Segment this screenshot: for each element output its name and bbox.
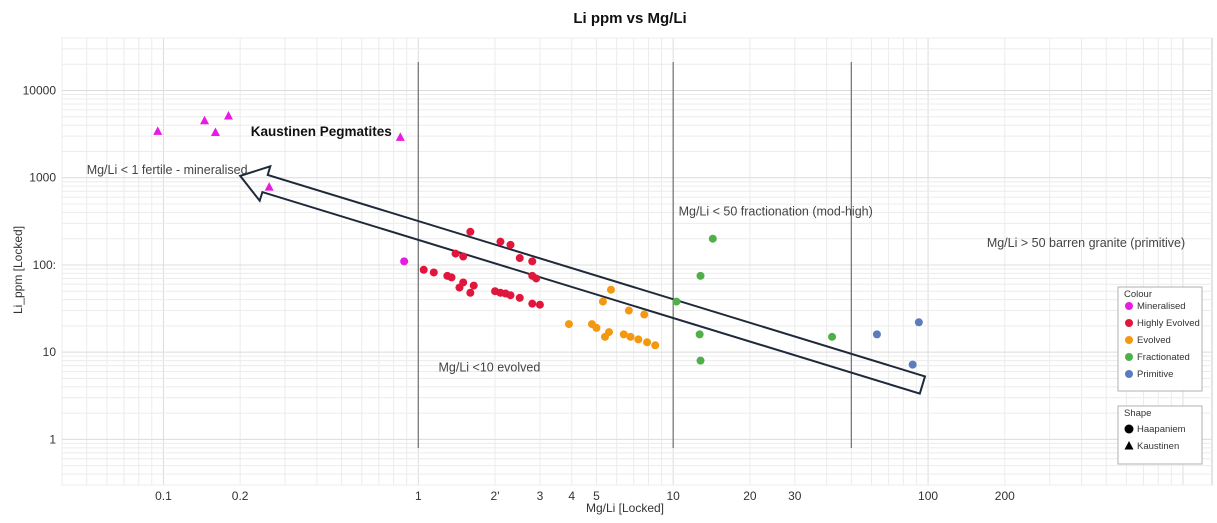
x-tick-label: 30 xyxy=(788,489,802,503)
x-tick-label: 3 xyxy=(537,489,544,503)
y-tick-label: 10000 xyxy=(23,84,57,98)
data-point-circle xyxy=(624,306,633,315)
annotation-label: Mg/Li <10 evolved xyxy=(438,361,540,375)
data-point-circle xyxy=(400,257,409,266)
y-axis-label: Li_ppm [Locked] xyxy=(11,226,25,314)
legend-item-label: Haapaniem xyxy=(1137,424,1186,435)
legend-colour-title: Colour xyxy=(1124,289,1152,300)
data-point-circle xyxy=(466,227,475,236)
data-point-circle xyxy=(606,285,615,294)
data-point-triangle xyxy=(223,111,233,120)
x-tick-label: 1 xyxy=(415,489,422,503)
legend-shape-triangle xyxy=(1124,441,1134,450)
data-points xyxy=(153,111,923,369)
legend-item-label: Fractionated xyxy=(1137,352,1190,363)
data-point-circle xyxy=(506,240,515,249)
data-point-circle xyxy=(619,330,628,339)
data-point-circle xyxy=(419,265,428,274)
x-tick-label: 0.2 xyxy=(232,489,249,503)
data-point-circle xyxy=(643,338,652,347)
data-point-circle xyxy=(592,323,601,332)
data-point-circle xyxy=(515,254,524,263)
legend-swatch xyxy=(1125,370,1133,378)
data-point-circle xyxy=(626,332,635,341)
annotation-label: Kaustinen Pegmatites xyxy=(251,124,392,139)
data-point-circle xyxy=(506,291,515,300)
data-point-circle xyxy=(451,249,460,258)
data-point-circle xyxy=(600,332,609,341)
chart-title: Li ppm vs Mg/Li xyxy=(573,10,686,27)
data-point-triangle xyxy=(264,182,274,191)
plot-background xyxy=(61,37,1213,486)
legend-item-label: Kaustinen xyxy=(1137,441,1179,452)
data-point-triangle xyxy=(153,126,163,135)
data-point-circle xyxy=(695,330,704,339)
y-tick-label: 100: xyxy=(33,258,56,272)
data-point-circle xyxy=(634,335,643,344)
x-tick-label: 5 xyxy=(593,489,600,503)
legend-shape-circle xyxy=(1124,424,1134,434)
data-point-circle xyxy=(672,297,681,306)
x-tick-label: 10 xyxy=(667,489,681,503)
legend-swatch xyxy=(1125,319,1133,327)
x-tick-label: 20 xyxy=(743,489,757,503)
legend-item-label: Highly Evolved xyxy=(1137,318,1200,329)
legend-item-label: Evolved xyxy=(1137,335,1171,346)
x-tick-label: 100 xyxy=(918,489,938,503)
data-point-circle xyxy=(914,318,923,327)
data-point-circle xyxy=(466,288,475,297)
data-point-circle xyxy=(696,271,705,280)
y-tick-label: 1 xyxy=(49,432,56,446)
data-point-circle xyxy=(528,299,537,308)
annotation-label: Mg/Li < 50 fractionation (mod-high) xyxy=(679,204,873,218)
data-point-circle xyxy=(651,341,660,350)
y-tick-label: 10 xyxy=(43,345,57,359)
data-point-triangle xyxy=(200,115,210,125)
data-point-circle xyxy=(447,273,456,282)
legend-swatch xyxy=(1125,353,1133,361)
x-tick-label: 0.1 xyxy=(155,489,172,503)
plot-area: 0.1 0.2 1 2' 3 4 5 10 20 30 100 200 1 10 100: 1000 10000… xyxy=(23,37,1213,503)
y-tick-label: 1000 xyxy=(29,171,56,185)
legend-swatch xyxy=(1125,302,1133,310)
data-point-circle xyxy=(598,297,607,306)
annotation-label: Mg/Li > 50 barren granite (primitive) xyxy=(987,236,1185,250)
x-tick-label: 200 xyxy=(995,489,1015,503)
data-point-circle xyxy=(564,320,573,329)
data-point-circle xyxy=(532,274,541,283)
legend-shape-title: Shape xyxy=(1124,408,1151,419)
legend-item-label: Mineralised xyxy=(1137,301,1186,312)
data-point-triangle xyxy=(210,127,220,137)
data-point-circle xyxy=(515,293,524,302)
data-point-circle xyxy=(696,356,705,365)
x-tick-label: 2' xyxy=(491,489,500,503)
data-point-circle xyxy=(469,281,478,290)
trend-arrow xyxy=(238,164,927,395)
data-point-circle xyxy=(872,330,881,339)
legend-shape-box xyxy=(1117,405,1203,465)
legend-item-label: Primitive xyxy=(1137,369,1173,380)
data-point-circle xyxy=(496,237,505,246)
annotation-label: Mg/Li < 1 fertile - mineralised xyxy=(87,163,248,177)
data-point-circle xyxy=(459,252,468,261)
data-point-circle xyxy=(708,234,717,243)
data-point-circle xyxy=(455,283,464,292)
data-point-circle xyxy=(640,310,649,319)
data-point-circle xyxy=(528,257,537,266)
x-tick-label: 4 xyxy=(568,489,575,503)
data-point-circle xyxy=(908,360,917,369)
data-point-triangle xyxy=(395,132,405,141)
data-point-circle xyxy=(429,268,438,277)
legend-swatch xyxy=(1125,336,1133,344)
data-point-circle xyxy=(828,332,837,341)
data-point-circle xyxy=(535,300,544,309)
x-axis-label: Mg/Li [Locked] xyxy=(586,501,664,515)
